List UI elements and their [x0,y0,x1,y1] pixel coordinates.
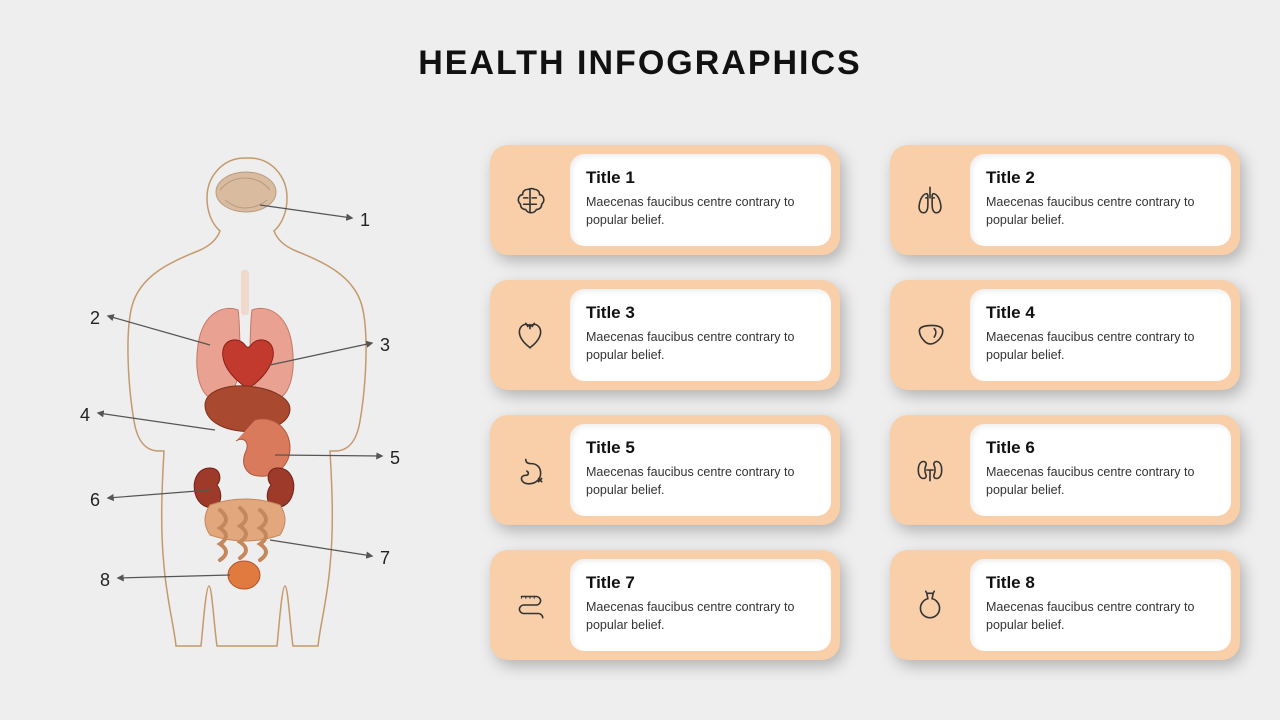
pointer-line [270,540,372,556]
card-desc: Maecenas faucibus centre contrary to pop… [986,329,1217,364]
card-body: Title 8 Maecenas faucibus centre contrar… [970,559,1231,651]
pointer-line [108,316,210,345]
pointer-line [98,413,215,430]
card-body: Title 7 Maecenas faucibus centre contrar… [570,559,831,651]
brain-icon [490,183,570,217]
info-card: Title 4 Maecenas faucibus centre contrar… [890,280,1240,390]
card-desc: Maecenas faucibus centre contrary to pop… [586,329,817,364]
pointer-number: 8 [100,570,110,591]
cards-grid: Title 1 Maecenas faucibus centre contrar… [490,145,1240,660]
bladder-icon [890,588,970,622]
info-card: Title 7 Maecenas faucibus centre contrar… [490,550,840,660]
card-title: Title 5 [586,438,817,458]
pointer-number: 1 [360,210,370,231]
trachea [241,270,249,315]
card-title: Title 2 [986,168,1217,188]
card-title: Title 6 [986,438,1217,458]
pointer-line [108,490,210,498]
pointer-line [275,455,382,456]
info-card: Title 5 Maecenas faucibus centre contrar… [490,415,840,525]
bladder-organ [228,561,260,589]
anatomy-diagram: 1 2 3 4 5 6 7 8 [60,150,430,680]
info-card: Title 8 Maecenas faucibus centre contrar… [890,550,1240,660]
info-card: Title 3 Maecenas faucibus centre contrar… [490,280,840,390]
pointer-number: 3 [380,335,390,356]
card-body: Title 3 Maecenas faucibus centre contrar… [570,289,831,381]
card-body: Title 4 Maecenas faucibus centre contrar… [970,289,1231,381]
pointer-number: 5 [390,448,400,469]
info-card: Title 1 Maecenas faucibus centre contrar… [490,145,840,255]
pointer-number: 4 [80,405,90,426]
pointer-number: 7 [380,548,390,569]
pointer-number: 6 [90,490,100,511]
card-desc: Maecenas faucibus centre contrary to pop… [986,194,1217,229]
card-body: Title 5 Maecenas faucibus centre contrar… [570,424,831,516]
kidney-right [267,468,294,507]
intestine-icon [490,588,570,622]
card-desc: Maecenas faucibus centre contrary to pop… [986,464,1217,499]
body-svg [60,150,430,680]
card-desc: Maecenas faucibus centre contrary to pop… [586,194,817,229]
card-title: Title 4 [986,303,1217,323]
stomach-icon [490,453,570,487]
card-body: Title 1 Maecenas faucibus centre contrar… [570,154,831,246]
info-card: Title 6 Maecenas faucibus centre contrar… [890,415,1240,525]
lungs-icon [890,183,970,217]
card-title: Title 8 [986,573,1217,593]
pointer-line [260,205,352,218]
kidneys-icon [890,453,970,487]
heart-icon [490,318,570,352]
info-card: Title 2 Maecenas faucibus centre contrar… [890,145,1240,255]
page-title: HEALTH INFOGRAPHICS [0,44,1280,83]
pointer-line [118,575,230,578]
card-desc: Maecenas faucibus centre contrary to pop… [586,464,817,499]
card-title: Title 1 [586,168,817,188]
card-desc: Maecenas faucibus centre contrary to pop… [586,599,817,634]
card-body: Title 2 Maecenas faucibus centre contrar… [970,154,1231,246]
kidney-left [194,468,221,507]
card-desc: Maecenas faucibus centre contrary to pop… [986,599,1217,634]
pointer-number: 2 [90,308,100,329]
card-title: Title 3 [586,303,817,323]
card-body: Title 6 Maecenas faucibus centre contrar… [970,424,1231,516]
card-title: Title 7 [586,573,817,593]
liver-icon [890,318,970,352]
